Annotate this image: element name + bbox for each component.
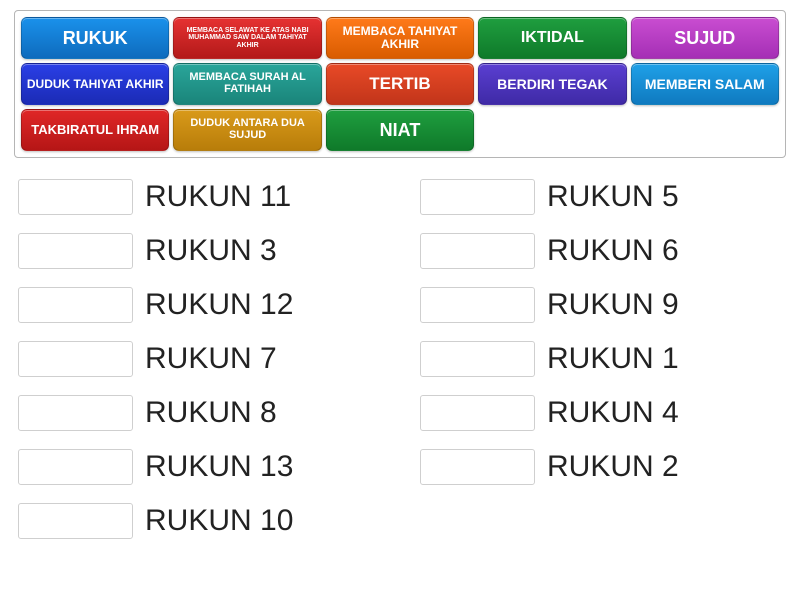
slot-label: RUKUN 9 [547, 288, 679, 322]
slot-label: RUKUN 2 [547, 450, 679, 484]
draggable-tile[interactable]: DUDUK TAHIYAT AKHIR [21, 63, 169, 105]
draggable-tile[interactable]: TAKBIRATUL IHRAM [21, 109, 169, 151]
slot-label: RUKUN 7 [145, 342, 277, 376]
match-row: RUKUN 8 [18, 388, 380, 438]
slot-label: RUKUN 13 [145, 450, 293, 484]
slot-label: RUKUN 12 [145, 288, 293, 322]
match-row: RUKUN 13 [18, 442, 380, 492]
match-row [420, 496, 782, 546]
slot-label: RUKUN 1 [547, 342, 679, 376]
draggable-tile[interactable]: TERTIB [326, 63, 474, 105]
draggable-tile[interactable]: DUDUK ANTARA DUA SUJUD [173, 109, 321, 151]
match-row: RUKUN 7 [18, 334, 380, 384]
draggable-tile[interactable]: BERDIRI TEGAK [478, 63, 626, 105]
slot-label: RUKUN 10 [145, 504, 293, 538]
slot-label: RUKUN 11 [145, 180, 291, 214]
drop-slot[interactable] [420, 341, 535, 377]
drop-slot[interactable] [18, 287, 133, 323]
draggable-tile[interactable]: IKTIDAL [478, 17, 626, 59]
draggable-tile[interactable]: MEMBACA SELAWAT KE ATAS NABI MUHAMMAD SA… [173, 17, 321, 59]
drop-slot[interactable] [18, 449, 133, 485]
match-row: RUKUN 2 [420, 442, 782, 492]
draggable-tile[interactable]: MEMBACA SURAH AL FATIHAH [173, 63, 321, 105]
drop-slot[interactable] [420, 449, 535, 485]
match-row: RUKUN 9 [420, 280, 782, 330]
drop-slot[interactable] [420, 287, 535, 323]
match-row: RUKUN 12 [18, 280, 380, 330]
drop-slot[interactable] [18, 233, 133, 269]
match-row: RUKUN 6 [420, 226, 782, 276]
drop-slot[interactable] [18, 179, 133, 215]
match-row: RUKUN 3 [18, 226, 380, 276]
slot-label: RUKUN 8 [145, 396, 277, 430]
drop-slot[interactable] [18, 503, 133, 539]
drop-slot[interactable] [420, 395, 535, 431]
match-row: RUKUN 5 [420, 172, 782, 222]
draggable-tile[interactable]: MEMBACA TAHIYAT AKHIR [326, 17, 474, 59]
match-area: RUKUN 11 RUKUN 5 RUKUN 3 RUKUN 6 RUKUN 12 RUK… [14, 172, 786, 546]
match-row: RUKUN 11 [18, 172, 380, 222]
match-row: RUKUN 1 [420, 334, 782, 384]
drop-slot[interactable] [420, 233, 535, 269]
slot-label: RUKUN 5 [547, 180, 679, 214]
slot-label: RUKUN 4 [547, 396, 679, 430]
drop-slot[interactable] [420, 179, 535, 215]
draggable-tile[interactable]: SUJUD [631, 17, 779, 59]
slot-label: RUKUN 3 [145, 234, 277, 268]
tile-bank: RUKUKMEMBACA SELAWAT KE ATAS NABI MUHAMM… [14, 10, 786, 158]
match-row: RUKUN 10 [18, 496, 380, 546]
match-row: RUKUN 4 [420, 388, 782, 438]
drop-slot[interactable] [18, 395, 133, 431]
draggable-tile[interactable]: NIAT [326, 109, 474, 151]
drop-slot[interactable] [18, 341, 133, 377]
draggable-tile[interactable]: RUKUK [21, 17, 169, 59]
slot-label: RUKUN 6 [547, 234, 679, 268]
draggable-tile[interactable]: MEMBERI SALAM [631, 63, 779, 105]
